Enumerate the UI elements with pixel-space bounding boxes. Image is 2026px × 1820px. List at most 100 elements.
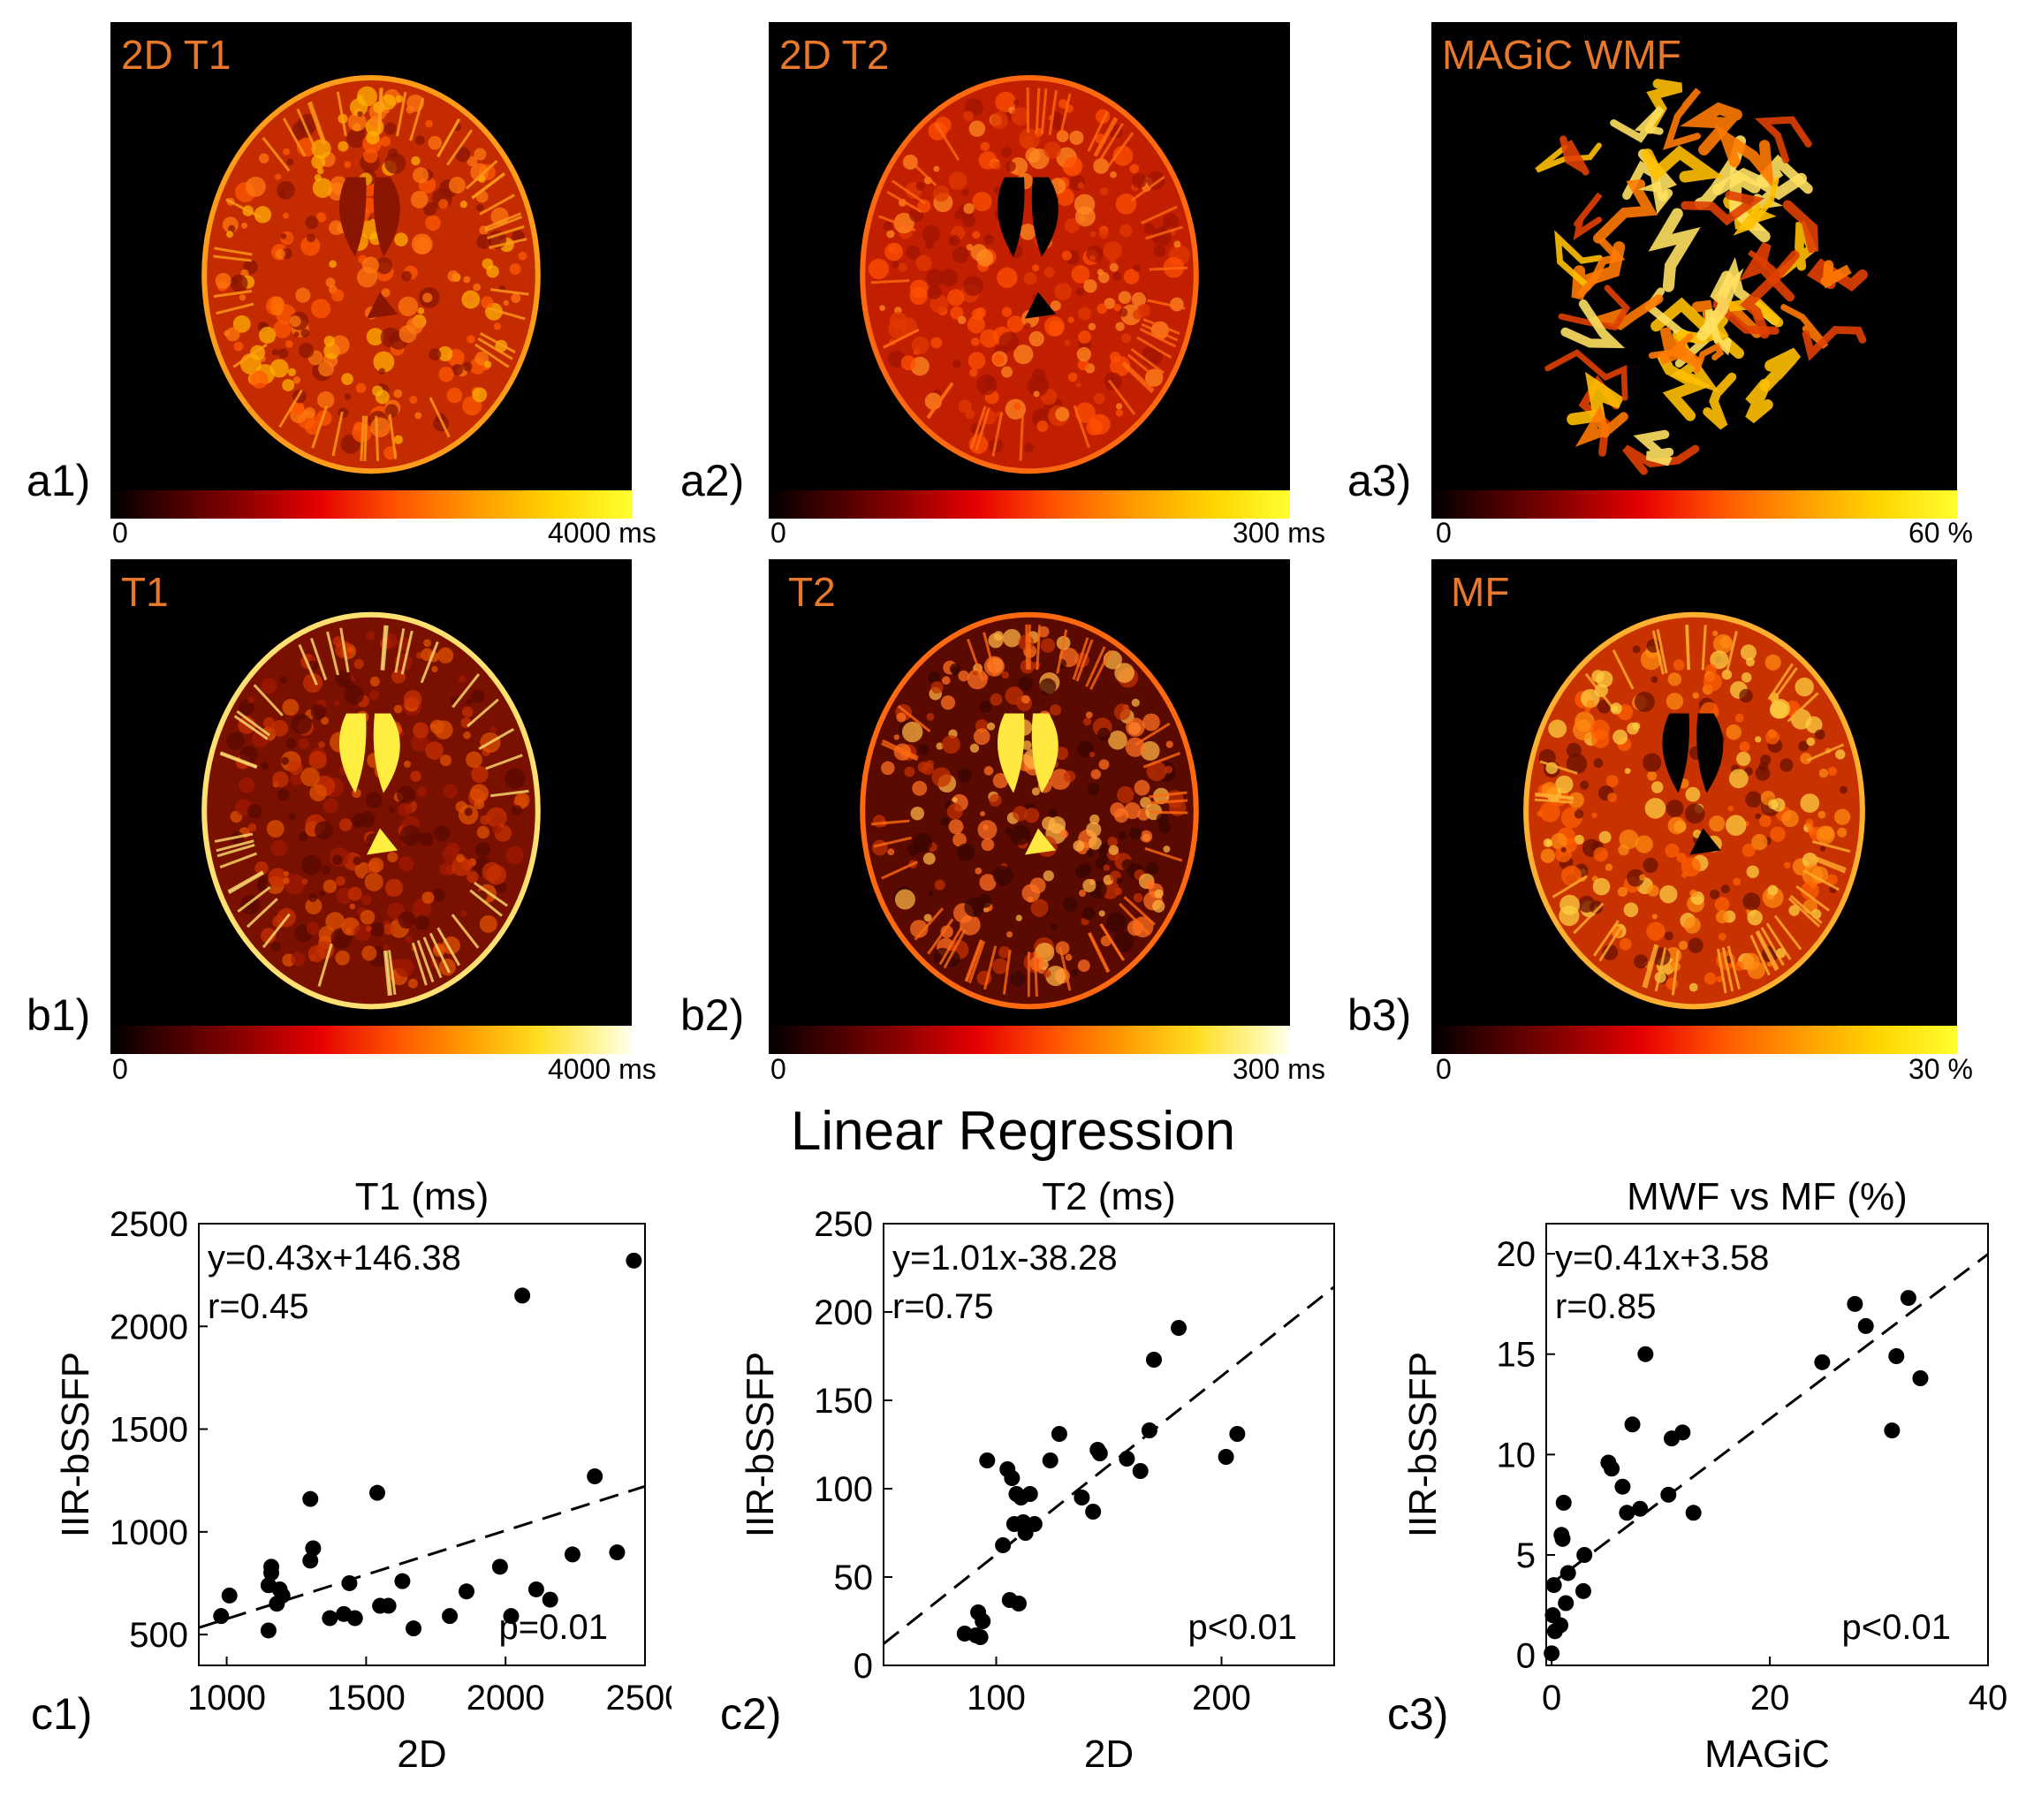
tissue-speckle — [276, 249, 285, 259]
tissue-speckle — [1134, 780, 1150, 796]
tissue-speckle — [1587, 700, 1595, 708]
x-tick-label: 40 — [1969, 1679, 2008, 1718]
data-point — [975, 1613, 990, 1629]
tissue-speckle — [988, 633, 1003, 648]
tissue-speckle — [263, 717, 275, 729]
tissue-speckle — [935, 880, 945, 891]
tissue-speckle — [250, 370, 268, 388]
tissue-speckle — [415, 135, 425, 145]
tissue-speckle — [379, 368, 385, 375]
map-title-a3: MAGiC WMF — [1442, 31, 1681, 79]
tissue-speckle — [1820, 846, 1825, 851]
tissue-speckle — [925, 240, 934, 249]
y-axis-label: IIR-bSSFP — [739, 1352, 782, 1537]
tissue-speckle — [982, 838, 995, 852]
map-a1 — [110, 22, 632, 490]
tissue-speckle — [361, 945, 376, 960]
tissue-speckle — [308, 751, 327, 770]
tissue-speckle — [1593, 878, 1611, 896]
tissue-speckle — [338, 141, 348, 152]
tissue-speckle — [1079, 890, 1086, 897]
data-point — [1901, 1290, 1916, 1306]
data-point — [979, 1452, 995, 1468]
tissue-speckle — [284, 871, 289, 876]
tissue-speckle — [957, 843, 975, 861]
colorbar-a1 — [110, 490, 632, 519]
tissue-speckle — [1082, 907, 1096, 921]
tissue-speckle — [372, 385, 383, 396]
tissue-speckle — [1119, 224, 1132, 237]
tissue-speckle — [977, 820, 997, 839]
tissue-speckle — [481, 296, 493, 308]
tissue-speckle — [347, 647, 353, 653]
tissue-speckle — [320, 891, 325, 896]
tissue-speckle — [299, 739, 309, 749]
tissue-speckle — [404, 761, 411, 768]
tissue-speckle — [289, 813, 297, 821]
tissue-speckle — [1745, 791, 1762, 808]
tissue-speckle — [1618, 887, 1628, 897]
colorbar-max-a3: 60 % — [1908, 517, 1973, 550]
tissue-speckle — [1647, 884, 1658, 896]
tissue-speckle — [1100, 187, 1108, 195]
tissue-speckle — [1806, 738, 1815, 747]
tissue-speckle — [270, 359, 289, 377]
tissue-speckle — [1158, 822, 1171, 834]
tissue-speckle — [928, 891, 933, 896]
tissue-speckle — [425, 741, 444, 760]
y-tick-label: 2000 — [110, 1308, 188, 1346]
tissue-speckle — [1011, 971, 1026, 986]
tissue-speckle — [1746, 657, 1755, 666]
tissue-speckle — [294, 331, 300, 337]
tissue-speckle — [1625, 768, 1631, 774]
tissue-speckle — [906, 246, 920, 260]
tissue-speckle — [1755, 736, 1761, 742]
data-point — [1229, 1426, 1245, 1442]
tissue-speckle — [463, 276, 470, 283]
y-tick-label: 50 — [834, 1558, 874, 1597]
data-point — [261, 1622, 277, 1638]
tissue-speckle — [519, 252, 527, 261]
map-b2 — [769, 559, 1290, 1026]
tissue-speckle — [271, 942, 281, 952]
tissue-speckle — [261, 678, 277, 694]
data-point — [341, 1575, 357, 1591]
map-title-a1: 2D T1 — [121, 31, 231, 79]
tissue-speckle — [949, 171, 967, 190]
colorbar-a3 — [1431, 490, 1957, 519]
tissue-speckle — [1704, 973, 1717, 985]
tissue-speckle — [381, 95, 396, 110]
tissue-speckle — [259, 154, 269, 163]
tissue-speckle — [1078, 330, 1091, 344]
tissue-speckle — [396, 95, 404, 103]
tissue-speckle — [434, 825, 450, 841]
tissue-speckle — [1594, 758, 1604, 768]
tissue-speckle — [470, 784, 489, 802]
tissue-speckle — [940, 817, 949, 826]
tissue-speckle — [348, 887, 362, 901]
tissue-speckle — [504, 300, 509, 306]
tissue-speckle — [1633, 646, 1641, 654]
tissue-speckle — [1114, 704, 1131, 721]
tissue-speckle — [324, 336, 335, 346]
tissue-speckle — [416, 786, 427, 797]
tissue-speckle — [1568, 792, 1584, 808]
tissue-speckle — [1124, 802, 1141, 819]
tissue-speckle — [918, 744, 929, 755]
white-matter-tract — [1697, 346, 1720, 370]
x-tick-label: 2000 — [467, 1679, 545, 1718]
tissue-speckle — [1043, 267, 1054, 277]
tissue-speckle — [425, 216, 441, 231]
tissue-speckle — [1040, 679, 1057, 695]
equation-text: y=1.01x-38.28 — [892, 1239, 1118, 1278]
tissue-speckle — [259, 327, 276, 344]
tissue-speckle — [467, 295, 474, 302]
tissue-speckle — [460, 201, 467, 208]
data-point — [381, 1598, 397, 1614]
y-tick-label: 15 — [1497, 1336, 1537, 1375]
white-matter-tract — [1613, 109, 1661, 139]
tissue-speckle — [1142, 345, 1162, 366]
tissue-speckle — [1010, 824, 1030, 845]
